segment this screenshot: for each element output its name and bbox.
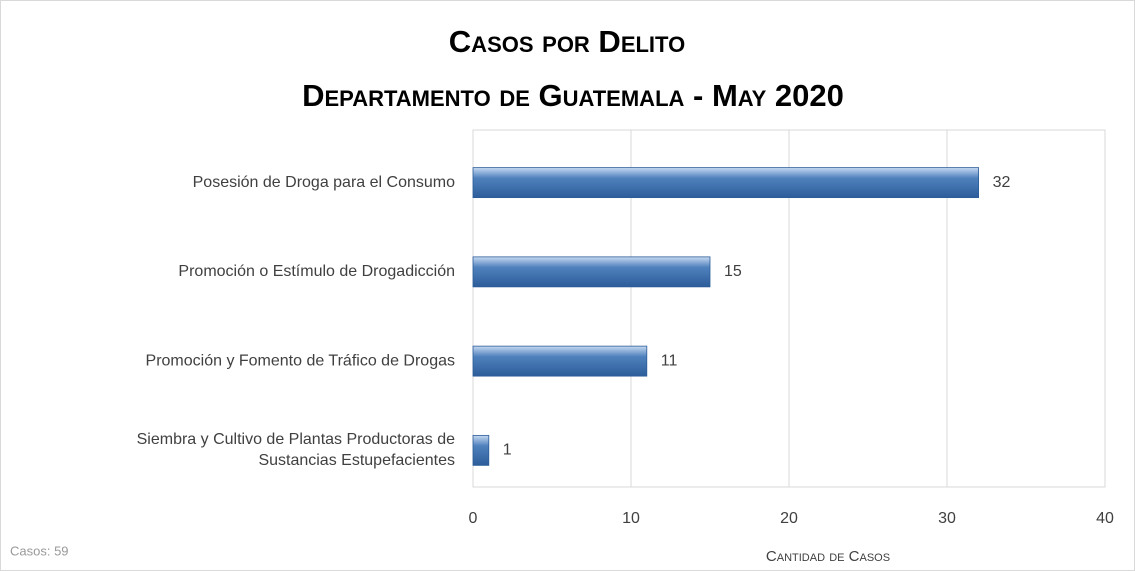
- data-label: 1: [503, 442, 512, 459]
- x-tick-label: 30: [938, 510, 956, 527]
- x-tick-label: 40: [1096, 510, 1114, 527]
- data-label: 32: [993, 174, 1011, 191]
- y-tick-label: Siembra y Cultivo de Plantas Productoras…: [137, 431, 455, 469]
- y-tick-label: Posesión de Droga para el Consumo: [193, 174, 455, 191]
- chart-title: Casos por Delito: [449, 24, 685, 59]
- x-tick-label: 10: [622, 510, 640, 527]
- bar: [472, 256, 711, 288]
- bar: [472, 345, 648, 377]
- data-label: 15: [724, 263, 742, 280]
- data-label: 11: [661, 352, 678, 369]
- bar: [472, 167, 980, 199]
- bar: [472, 434, 490, 466]
- y-tick-label: Promoción y Fomento de Tráfico de Drogas: [146, 352, 455, 369]
- x-tick-label: 0: [469, 510, 478, 527]
- y-tick-label: Promoción o Estímulo de Drogadicción: [178, 263, 455, 280]
- x-tick-label: 20: [780, 510, 798, 527]
- x-axis-label: Cantidad de Casos: [766, 548, 890, 565]
- footnote: Casos: 59: [10, 543, 69, 558]
- chart-subtitle: Departamento de Guatemala - May 2020: [302, 78, 844, 113]
